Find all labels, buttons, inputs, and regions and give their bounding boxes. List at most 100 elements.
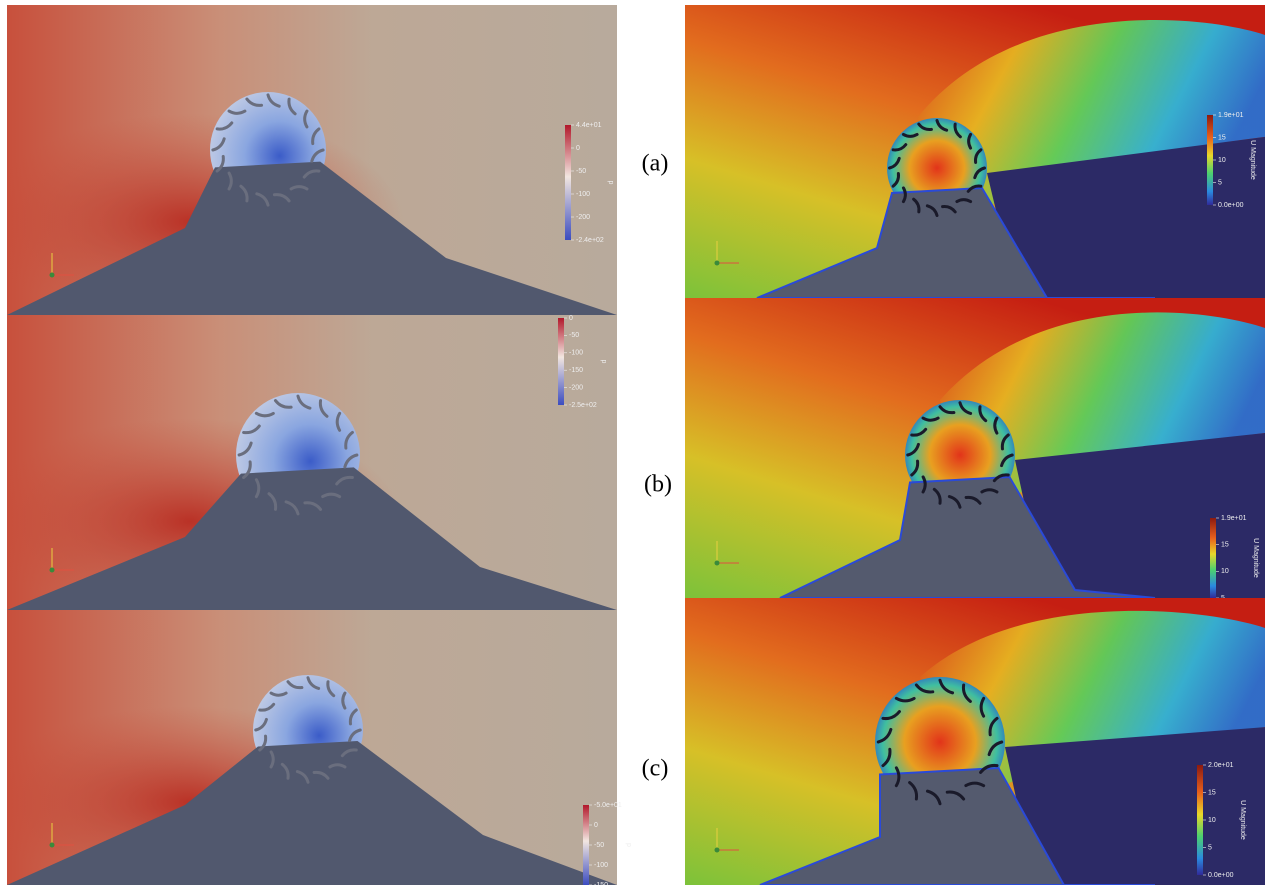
blade xyxy=(961,683,972,703)
blade xyxy=(245,97,264,107)
blade xyxy=(269,691,288,697)
colorbar-label: 10 xyxy=(1218,157,1226,164)
colorbar-label: -5.0e+01 xyxy=(594,802,622,809)
blade xyxy=(881,747,892,768)
colorbar-label: -200 xyxy=(569,384,583,391)
colorbar-label: 0 xyxy=(594,822,598,829)
colorbar xyxy=(1207,115,1213,205)
blade xyxy=(296,394,312,410)
panel-content xyxy=(7,610,617,885)
blade xyxy=(254,478,261,499)
blade xyxy=(242,460,252,480)
blade xyxy=(901,186,907,204)
panel-content xyxy=(7,5,617,315)
blade xyxy=(941,204,957,214)
blade xyxy=(987,740,1004,757)
colorbar-label: 4.4e+01 xyxy=(576,122,602,129)
blade xyxy=(344,430,354,450)
blade xyxy=(935,119,949,132)
blade xyxy=(973,166,986,180)
jet-plume xyxy=(917,20,1265,218)
blade xyxy=(258,702,276,712)
blade xyxy=(321,492,342,499)
blade xyxy=(917,122,933,132)
colorbar-label: 0.0e+00 xyxy=(1208,872,1234,879)
colorbar-label: -2.4e+02 xyxy=(576,237,604,244)
blade xyxy=(348,708,358,726)
axis-origin xyxy=(49,567,55,573)
blade xyxy=(343,453,359,469)
blade xyxy=(993,416,999,435)
colorbar-title: U Magnitude xyxy=(1249,140,1256,180)
terrain xyxy=(779,475,1156,598)
blade xyxy=(980,488,999,494)
blade xyxy=(254,411,275,418)
blade xyxy=(914,683,935,694)
blade xyxy=(901,132,919,138)
panel-content xyxy=(685,298,1265,598)
colorbar-label: -200 xyxy=(576,214,590,221)
panel-label: (a) xyxy=(642,151,669,177)
blade xyxy=(227,109,247,115)
blade xyxy=(255,192,270,207)
colorbar xyxy=(1210,518,1216,598)
blade xyxy=(312,770,330,780)
blade xyxy=(310,148,325,163)
blade xyxy=(273,399,293,409)
blade xyxy=(894,696,916,703)
blade xyxy=(215,154,225,173)
blade xyxy=(254,717,268,732)
colorbar-label: 0 xyxy=(569,315,573,322)
blade xyxy=(303,501,323,511)
blade xyxy=(306,676,321,690)
blade xyxy=(272,193,291,203)
blade xyxy=(242,424,261,435)
colorbar-label: -100 xyxy=(569,350,583,357)
blade xyxy=(938,678,955,695)
blade xyxy=(215,121,234,131)
terrain xyxy=(7,741,617,885)
blade xyxy=(302,169,321,179)
blade xyxy=(876,727,893,744)
axis-origin xyxy=(49,842,55,848)
blade xyxy=(303,109,309,129)
colorbar-label: -100 xyxy=(594,862,608,869)
pressure-panel: -5.0e+010-50-100-150p xyxy=(7,610,632,889)
blade xyxy=(921,416,940,422)
blade xyxy=(992,473,1010,483)
colorbar-title: p xyxy=(607,181,614,185)
blade xyxy=(891,143,908,152)
panel-content xyxy=(685,5,1265,298)
colorbar-label: 5 xyxy=(1208,844,1212,851)
blade xyxy=(280,762,290,780)
colorbar xyxy=(558,318,564,405)
axis-origin xyxy=(714,847,720,853)
blade xyxy=(881,710,901,721)
colorbar-label: -150 xyxy=(569,367,583,374)
blade xyxy=(925,204,939,217)
blade xyxy=(955,198,973,204)
blade xyxy=(1000,433,1010,451)
blade xyxy=(318,399,329,418)
blade xyxy=(894,766,901,788)
panel-content xyxy=(7,315,617,610)
colorbar-label: -100 xyxy=(576,191,590,198)
blade xyxy=(988,716,999,737)
colorbar-label: 15 xyxy=(1208,789,1216,796)
blade xyxy=(211,137,226,152)
blade xyxy=(341,691,347,710)
blade xyxy=(953,122,962,139)
blade xyxy=(237,441,253,457)
blade xyxy=(938,405,956,415)
axis-origin xyxy=(714,560,720,566)
blade xyxy=(888,156,901,170)
axis-origin xyxy=(714,260,720,266)
colorbar-label: 0 xyxy=(576,145,580,152)
blade xyxy=(328,763,347,769)
blade xyxy=(979,696,986,718)
colorbar-title: U Magnitude xyxy=(1239,800,1246,840)
blade xyxy=(891,172,901,188)
blade xyxy=(295,770,310,784)
blade xyxy=(335,475,354,486)
blade xyxy=(925,789,942,806)
